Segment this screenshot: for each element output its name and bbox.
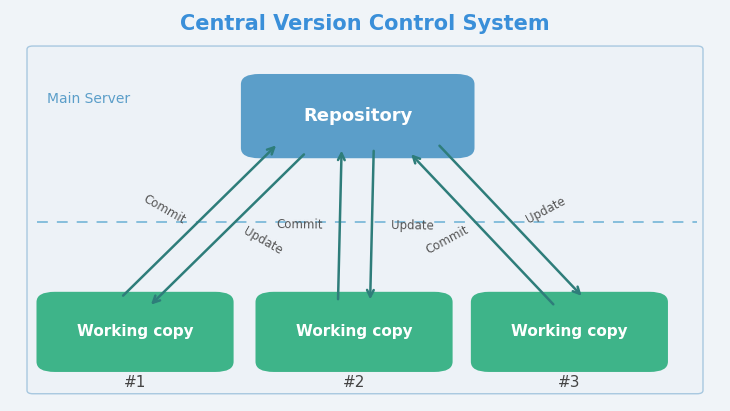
FancyBboxPatch shape (471, 292, 668, 372)
Text: Repository: Repository (303, 107, 412, 125)
Text: #1: #1 (124, 375, 146, 390)
Text: Update: Update (391, 219, 434, 232)
Text: Working copy: Working copy (511, 324, 628, 339)
Text: Commit: Commit (277, 218, 323, 231)
Text: Central Version Control System: Central Version Control System (180, 14, 550, 35)
Text: #2: #2 (343, 375, 365, 390)
Text: Working copy: Working copy (296, 324, 412, 339)
FancyBboxPatch shape (36, 292, 234, 372)
Text: Working copy: Working copy (77, 324, 193, 339)
Text: #3: #3 (558, 375, 580, 390)
Text: Workstation: Workstation (47, 301, 131, 315)
Text: Commit: Commit (142, 192, 188, 226)
FancyBboxPatch shape (241, 74, 474, 158)
Text: Update: Update (524, 194, 568, 226)
FancyBboxPatch shape (27, 46, 703, 394)
Text: Commit: Commit (423, 223, 470, 256)
Text: Update: Update (240, 224, 284, 257)
Text: Main Server: Main Server (47, 92, 131, 106)
FancyBboxPatch shape (255, 292, 453, 372)
